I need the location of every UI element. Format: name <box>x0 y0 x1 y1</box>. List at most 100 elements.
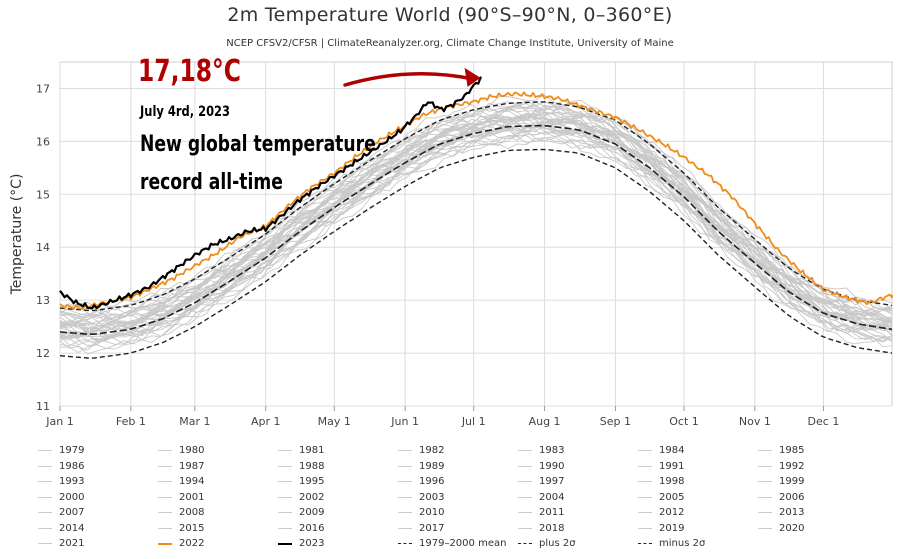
legend-item[interactable]: 2015 <box>158 521 204 536</box>
legend-item[interactable]: 1992 <box>758 459 804 474</box>
legend-item[interactable]: 2002 <box>278 490 324 505</box>
legend-item[interactable]: 2014 <box>38 521 84 536</box>
legend-item[interactable]: 2006 <box>758 490 804 505</box>
year-line-2020 <box>59 102 893 322</box>
legend-item[interactable]: 2007 <box>38 505 84 520</box>
legend-item[interactable]: 1991 <box>638 459 684 474</box>
legend-label: 1992 <box>779 460 805 472</box>
legend-item[interactable]: 2022 <box>158 536 204 551</box>
legend-item[interactable]: 1985 <box>758 443 804 458</box>
legend-swatch <box>398 450 412 451</box>
legend-item[interactable]: minus 2σ <box>638 536 705 551</box>
legend-swatch <box>518 512 532 513</box>
legend-item[interactable]: 1984 <box>638 443 684 458</box>
legend-row: 2000 2001 2002 2003 2004 2005 2006 <box>38 490 868 506</box>
legend-item[interactable]: 1989 <box>398 459 444 474</box>
legend-item[interactable]: 1979 <box>38 443 84 458</box>
legend-item[interactable]: 2001 <box>158 490 204 505</box>
series-plus-2- <box>59 101 893 312</box>
year-line-2018 <box>59 99 893 327</box>
legend-label: 1996 <box>419 476 445 487</box>
y-tick-label: 12 <box>36 347 50 360</box>
legend-item[interactable]: 1979–2000 mean <box>398 536 506 551</box>
year-line-2021 <box>59 107 893 322</box>
x-tick-label: Mar 1 <box>179 415 210 428</box>
legend-item[interactable]: 1983 <box>518 443 564 458</box>
legend-label: 2004 <box>539 491 565 503</box>
legend-item[interactable]: 2017 <box>398 521 444 536</box>
legend-item[interactable]: 1980 <box>158 443 204 458</box>
legend-item[interactable]: 2013 <box>758 505 804 520</box>
legend-label: 2014 <box>59 522 85 534</box>
legend-item[interactable]: 2010 <box>398 505 444 520</box>
legend-item[interactable]: 2021 <box>38 536 84 551</box>
legend-item[interactable]: 1981 <box>278 443 324 458</box>
legend-swatch <box>158 481 172 482</box>
x-tick-label: Feb 1 <box>116 415 146 428</box>
legend-label: 1994 <box>179 476 205 487</box>
legend-label: 2021 <box>59 538 85 549</box>
legend-label: 2018 <box>539 522 565 534</box>
legend-item[interactable]: 2008 <box>158 505 204 520</box>
legend-swatch <box>398 496 412 498</box>
legend-swatch <box>758 450 772 451</box>
record-date-annotation: July 4rd, 2023 <box>140 104 231 120</box>
x-tick-label: Jan 1 <box>45 415 73 428</box>
legend-item[interactable]: 2004 <box>518 490 564 505</box>
legend-label: 1979 <box>59 445 85 456</box>
legend-item[interactable]: 2012 <box>638 505 684 520</box>
legend-item[interactable]: 1993 <box>38 474 84 489</box>
legend-item[interactable]: 2005 <box>638 490 684 505</box>
legend-item[interactable]: 2000 <box>38 490 84 505</box>
record-value-annotation: 17,18°C <box>138 54 241 89</box>
legend-item[interactable]: 2019 <box>638 521 684 536</box>
legend-swatch <box>758 481 772 482</box>
legend-label: 2002 <box>299 491 325 503</box>
legend-item[interactable]: 2003 <box>398 490 444 505</box>
y-tick-label: 13 <box>36 294 50 307</box>
legend-label: 2010 <box>419 507 445 518</box>
temperature-chart: 11 12 13 14 15 16 17 Jan 1 Feb 1 Mar 1 Apr 1 May 1 J… <box>9 61 893 428</box>
legend-label: 2020 <box>779 522 805 534</box>
legend-item[interactable]: 1982 <box>398 443 444 458</box>
legend-swatch <box>758 512 772 513</box>
legend-label: 1983 <box>539 445 565 456</box>
legend-item[interactable]: 2011 <box>518 505 564 520</box>
legend-swatch <box>638 481 652 482</box>
legend-label: 1990 <box>539 460 565 472</box>
legend-item[interactable]: 2018 <box>518 521 564 536</box>
legend-item[interactable]: 2023 <box>278 536 324 551</box>
legend-item[interactable]: 2016 <box>278 521 324 536</box>
legend-item[interactable]: plus 2σ <box>518 536 576 551</box>
legend-label: 2007 <box>59 507 85 518</box>
legend-swatch <box>38 450 52 451</box>
legend-label: 1981 <box>299 445 325 456</box>
legend-item[interactable]: 1999 <box>758 474 804 489</box>
legend-item[interactable]: 1996 <box>398 474 444 489</box>
legend-item[interactable]: 2020 <box>758 521 804 536</box>
legend-label: minus 2σ <box>659 538 706 549</box>
legend-item[interactable]: 1995 <box>278 474 324 489</box>
legend-swatch <box>38 512 52 513</box>
series-2022 <box>59 91 893 311</box>
legend-item[interactable]: 1987 <box>158 459 204 474</box>
legend-item[interactable]: 1994 <box>158 474 204 489</box>
legend-item[interactable]: 2009 <box>278 505 324 520</box>
legend-item[interactable]: 1998 <box>638 474 684 489</box>
year-line-2010 <box>59 113 893 328</box>
legend-item[interactable]: 1986 <box>38 459 84 474</box>
legend-label: 1991 <box>659 460 685 472</box>
legend-label: 1982 <box>419 445 445 456</box>
legend-item[interactable]: 1997 <box>518 474 564 489</box>
legend-label: 2011 <box>539 507 565 518</box>
legend-row: 1986 1987 1988 1989 1990 1991 1992 <box>38 459 868 475</box>
y-tick-label: 16 <box>36 135 50 148</box>
year-line-2006 <box>59 120 893 330</box>
legend-swatch <box>398 527 412 529</box>
legend-label: 2017 <box>419 522 445 534</box>
x-tick-label: May 1 <box>318 415 351 428</box>
legend-item[interactable]: 1990 <box>518 459 564 474</box>
legend-row: 2021 2022 2023 1979–2000 mean plus 2σ minus 2… <box>38 536 868 552</box>
legend-swatch <box>398 543 412 544</box>
legend-item[interactable]: 1988 <box>278 459 324 474</box>
